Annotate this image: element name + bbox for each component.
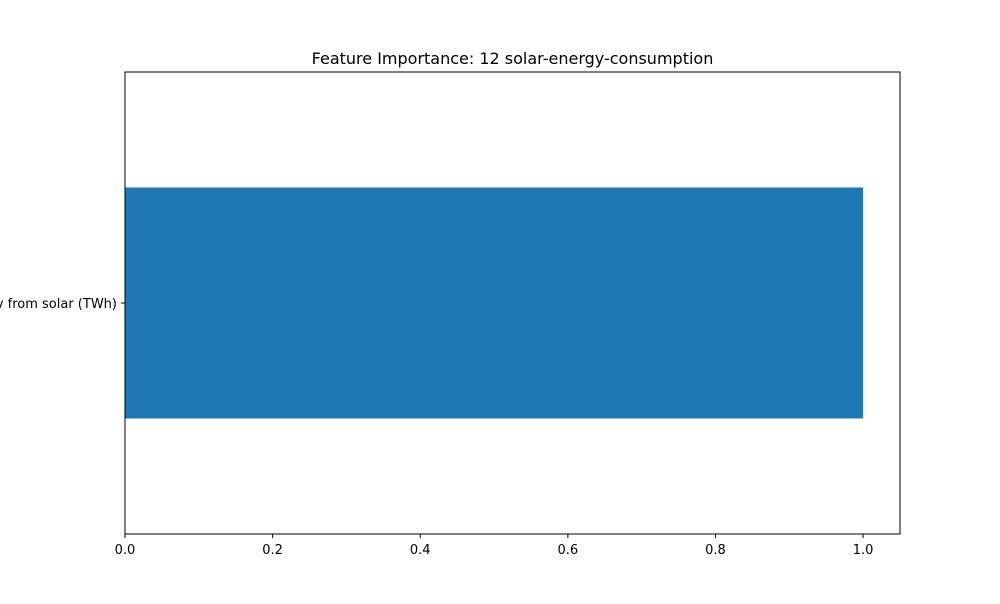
plot-area: Electricity from solar (TWh) 0.0 0.2 0.4 0.6… <box>0 71 901 558</box>
x-tick-label: 0.8 <box>705 543 726 558</box>
x-tick-label: 0.6 <box>558 543 579 558</box>
x-tick-label: 0.0 <box>115 543 136 558</box>
y-tick-label: Electricity from solar (TWh) <box>0 297 117 312</box>
x-tick-label: 0.4 <box>410 543 431 558</box>
plot-frame <box>124 71 901 535</box>
chart-title: Feature Importance: 12 solar-energy-cons… <box>312 49 714 68</box>
x-tick-label: 1.0 <box>853 543 874 558</box>
x-tick-label: 0.2 <box>262 543 283 558</box>
bar <box>125 187 864 419</box>
